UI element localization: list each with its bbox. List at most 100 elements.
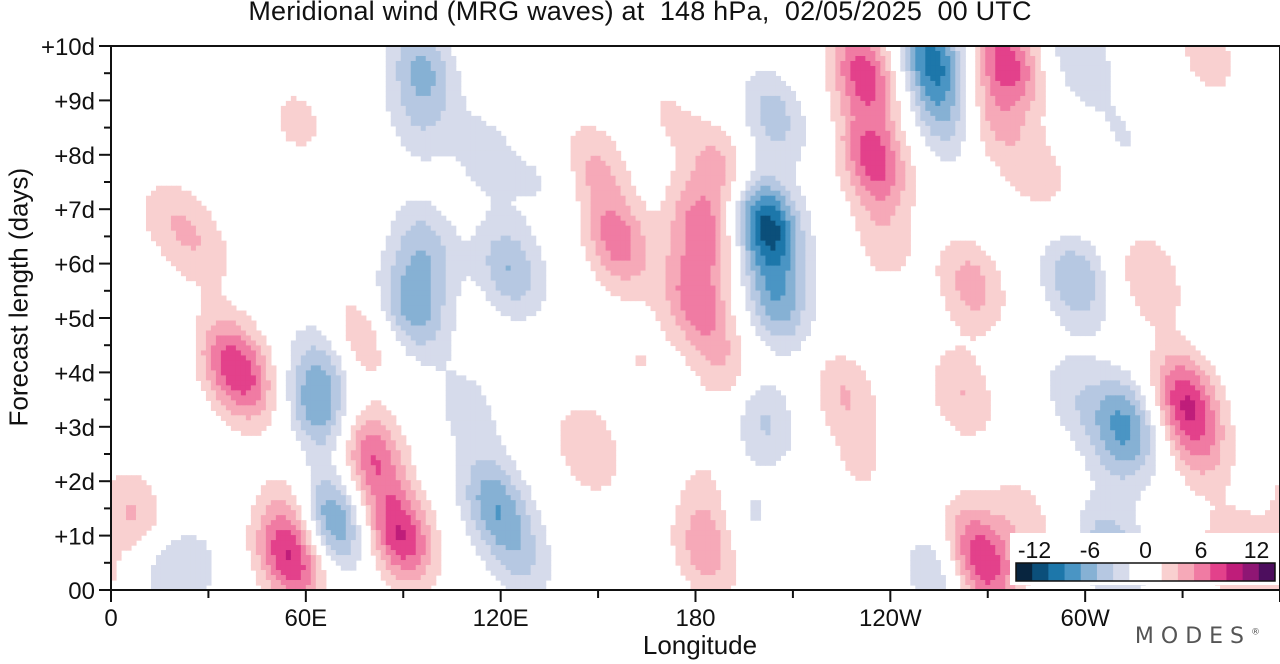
field-cell [785, 125, 792, 132]
field-cell [730, 170, 737, 177]
field-cell [600, 225, 607, 232]
field-cell [490, 215, 497, 222]
field-cell [435, 130, 442, 137]
field-cell [1090, 250, 1096, 257]
field-cell [980, 265, 986, 272]
field-cell [400, 250, 407, 257]
field-cell [490, 275, 497, 282]
field-cell [615, 165, 622, 172]
field-cell [960, 85, 966, 92]
field-cell [785, 270, 792, 277]
field-cell [510, 210, 517, 217]
field-cell [670, 125, 677, 132]
field-cell [800, 250, 807, 257]
field-cell [200, 290, 207, 297]
field-cell [405, 245, 412, 252]
field-cell [755, 190, 762, 197]
field-cell [885, 260, 891, 267]
field-cell [200, 245, 207, 252]
field-cell [415, 295, 422, 302]
field-cell [505, 280, 512, 287]
field-cell [870, 205, 876, 212]
field-cell [1080, 290, 1086, 297]
field-cell [770, 270, 777, 277]
field-cell [765, 70, 772, 77]
field-cell [670, 140, 677, 147]
field-cell [390, 250, 397, 257]
field-cell [590, 225, 597, 232]
field-cell [1070, 310, 1076, 317]
field-cell [515, 305, 522, 312]
field-cell [695, 170, 702, 177]
field-cell [895, 190, 901, 197]
field-cell [770, 175, 777, 182]
field-cell [860, 195, 866, 202]
field-cell [990, 130, 996, 137]
field-cell [455, 115, 462, 122]
field-cell [450, 320, 457, 327]
field-cell [510, 285, 517, 292]
field-cell [1100, 85, 1106, 92]
field-cell [450, 70, 457, 77]
field-cell [395, 80, 402, 87]
field-cell [1085, 275, 1091, 282]
field-cell [415, 305, 422, 312]
field-cell [435, 265, 442, 272]
field-cell [385, 105, 392, 112]
field-cell [830, 75, 836, 82]
field-cell [200, 225, 207, 232]
field-cell [435, 120, 442, 127]
field-cell [1010, 125, 1016, 132]
field-cell [470, 270, 477, 277]
field-cell [725, 145, 732, 152]
field-cell [680, 230, 687, 237]
field-cell [660, 205, 667, 212]
field-cell [955, 80, 961, 87]
field-cell [990, 70, 996, 77]
field-cell [580, 135, 587, 142]
field-cell [475, 225, 482, 232]
field-cell [790, 185, 797, 192]
field-cell [1205, 80, 1211, 87]
field-cell [760, 195, 767, 202]
field-cell [855, 215, 861, 222]
field-cell [400, 90, 407, 97]
field-cell [990, 120, 996, 127]
field-cell [975, 50, 981, 57]
field-cell [1160, 300, 1166, 307]
field-cell [885, 245, 891, 252]
field-cell [520, 180, 527, 187]
field-cell [430, 275, 437, 282]
field-cell [980, 255, 986, 262]
field-cell [1040, 85, 1046, 92]
field-cell [600, 130, 607, 137]
field-cell [605, 215, 612, 222]
field-cell [1210, 65, 1216, 72]
field-cell [780, 245, 787, 252]
field-cell [1085, 70, 1091, 77]
field-cell [1030, 46, 1036, 52]
field-cell [405, 70, 412, 77]
field-cell [450, 90, 457, 97]
field-cell [1160, 315, 1166, 322]
field-cell [1105, 115, 1111, 122]
field-cell [405, 50, 412, 57]
field-cell [885, 230, 891, 237]
field-cell [690, 325, 697, 332]
field-cell [250, 325, 257, 332]
field-cell [960, 240, 966, 247]
field-cell [750, 110, 757, 117]
field-cell [785, 175, 792, 182]
field-cell [505, 270, 512, 277]
field-cell [810, 305, 816, 312]
field-cell [505, 200, 512, 207]
field-cell [870, 235, 876, 242]
field-cell [185, 260, 192, 267]
field-cell [640, 240, 647, 247]
field-cell [445, 140, 452, 147]
field-cell [850, 160, 856, 167]
field-cell [1105, 90, 1111, 97]
field-cell [395, 225, 402, 232]
field-cell [415, 265, 422, 272]
field-cell [690, 320, 697, 327]
